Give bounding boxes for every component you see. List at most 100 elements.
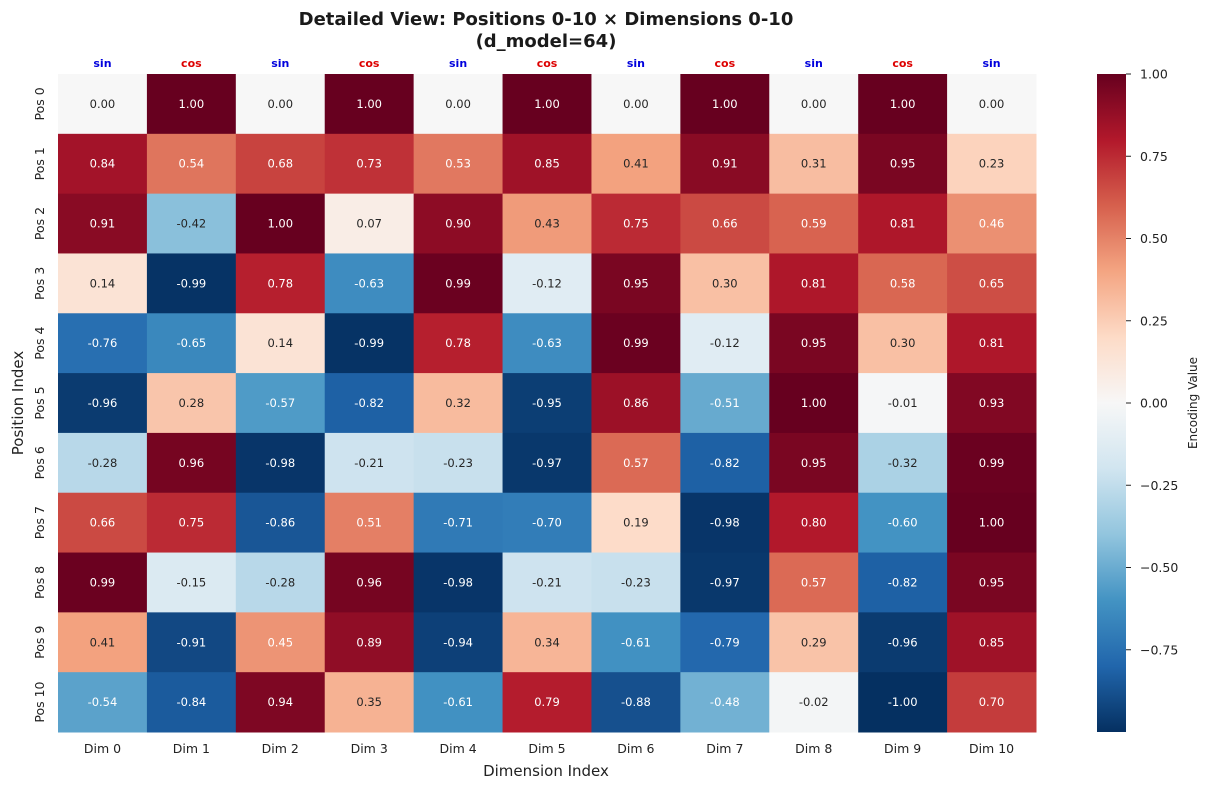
heatmap-cell — [58, 193, 148, 254]
cell-value-label: 0.85 — [979, 635, 1005, 649]
cell-value-label: 0.91 — [90, 217, 116, 231]
cell-value-label: -0.21 — [532, 575, 562, 589]
cell-value-label: 0.95 — [801, 336, 827, 350]
colorbar-ticks: 1.00 0.75 0.50 0.25 0.00 −0.25 −0.50 −0.75 — [1126, 67, 1178, 657]
cell-value-label: -0.71 — [443, 516, 473, 530]
heatmap-cell — [146, 552, 237, 613]
heatmap-cell — [591, 313, 681, 374]
heatmap-cell — [947, 74, 1037, 135]
heatmap-cell — [502, 612, 592, 673]
y-tick-label: Pos 6 — [32, 446, 47, 479]
cell-value-label: 0.99 — [623, 336, 649, 350]
heatmap-cell — [324, 373, 415, 434]
y-tick-label: Pos 2 — [32, 207, 47, 240]
cell-value-label: 0.53 — [445, 157, 471, 171]
heatmap-cell — [858, 552, 948, 613]
cell-value-label: 0.34 — [534, 635, 560, 649]
chart-title-line-2: (d_model=64) — [476, 31, 617, 52]
heatmap-cell — [324, 432, 415, 494]
cell-value-label: -0.65 — [176, 336, 206, 350]
y-tick-label: Pos 5 — [32, 386, 47, 419]
heatmap-cell — [769, 492, 859, 554]
heatmap-cell — [502, 193, 592, 254]
cell-value-label: -0.99 — [354, 336, 384, 350]
cell-value-label: -0.23 — [443, 456, 473, 470]
cell-value-label: 0.75 — [179, 516, 205, 530]
cell-value-label: 0.00 — [445, 97, 471, 111]
heatmap-cell — [413, 373, 504, 434]
heatmap-cell — [947, 432, 1037, 494]
heatmap-cell — [324, 313, 415, 374]
cell-value-label: 0.89 — [356, 635, 382, 649]
cell-value-label: 0.91 — [712, 157, 738, 171]
cell-value-label: -0.82 — [888, 575, 918, 589]
heatmap-cell — [591, 612, 681, 673]
heatmap-cell — [858, 253, 948, 314]
heatmap-cell — [769, 133, 859, 195]
cell-value-label: 1.00 — [356, 97, 382, 111]
cell-value-label: -0.63 — [354, 276, 384, 290]
cell-value-label: -1.00 — [888, 695, 918, 709]
cell-value-label: 0.78 — [445, 336, 471, 350]
heatmap-cell — [591, 193, 681, 254]
heatmap-cell — [858, 612, 948, 673]
heatmap-cell — [680, 193, 770, 254]
cell-value-label: 0.95 — [890, 157, 916, 171]
x-tick-label: Dim 4 — [439, 741, 476, 756]
heatmap-cell — [58, 74, 148, 135]
heatmap-cell — [591, 552, 681, 613]
heatmap-cell — [769, 313, 859, 374]
heatmap-cell — [324, 612, 415, 673]
heatmap-cell — [58, 672, 148, 733]
x-tick-label: Dim 8 — [795, 741, 832, 756]
cell-value-label: 0.99 — [979, 456, 1005, 470]
cell-value-label: 1.00 — [267, 217, 293, 231]
cell-value-label: 0.45 — [267, 635, 293, 649]
cell-value-label: 0.00 — [623, 97, 649, 111]
cell-value-label: 0.75 — [623, 217, 649, 231]
y-tick-label: Pos 10 — [32, 681, 47, 722]
cell-value-label: -0.54 — [88, 695, 118, 709]
heatmap-cell — [235, 492, 326, 554]
heatmap-cell — [235, 432, 326, 494]
y-tick-label: Pos 1 — [32, 147, 47, 180]
heatmap-cell — [58, 313, 148, 374]
cell-value-label: -0.48 — [710, 695, 740, 709]
cell-value-label: 0.96 — [179, 456, 205, 470]
cell-value-label: -0.94 — [443, 635, 473, 649]
heatmap-cell — [413, 253, 504, 314]
cell-value-label: 0.70 — [979, 695, 1005, 709]
trig-function-label: cos — [715, 57, 736, 70]
colorbar-tick-label: 0.25 — [1140, 313, 1168, 328]
cell-value-label: 0.65 — [979, 276, 1005, 290]
x-tick-label: Dim 0 — [84, 741, 121, 756]
cell-value-label: 0.29 — [801, 635, 827, 649]
heatmap-cell — [324, 253, 415, 314]
heatmap-cell — [947, 492, 1037, 554]
cell-value-label: 0.95 — [979, 575, 1005, 589]
cell-value-label: 1.00 — [179, 97, 205, 111]
heatmap-cell — [324, 672, 415, 733]
heatmap-cell — [591, 253, 681, 314]
cell-value-label: 0.84 — [90, 157, 116, 171]
heatmap-cell — [58, 133, 148, 195]
heatmap-cell — [413, 492, 504, 554]
heatmap-cell — [769, 253, 859, 314]
heatmap-cell — [235, 552, 326, 613]
cell-value-label: -0.63 — [532, 336, 562, 350]
cell-value-label: -0.96 — [888, 635, 918, 649]
cell-value-label: -0.98 — [710, 516, 740, 530]
cell-value-label: 0.96 — [356, 575, 382, 589]
heatmap-cell — [502, 253, 592, 314]
heatmap-cell — [769, 432, 859, 494]
y-tick-label: Pos 3 — [32, 267, 47, 300]
cell-value-label: -0.97 — [710, 575, 740, 589]
cell-value-label: 0.00 — [979, 97, 1005, 111]
cell-value-label: 0.78 — [267, 276, 293, 290]
y-tick-labels: Pos 0 Pos 1 Pos 2 Pos 3 Pos 4 Pos 5 Pos 6 Pos 7… — [32, 87, 47, 722]
trig-function-label: sin — [271, 57, 289, 70]
heatmap-cell — [591, 373, 681, 434]
y-tick-label: Pos 9 — [32, 626, 47, 659]
cell-value-label: 0.41 — [623, 157, 649, 171]
